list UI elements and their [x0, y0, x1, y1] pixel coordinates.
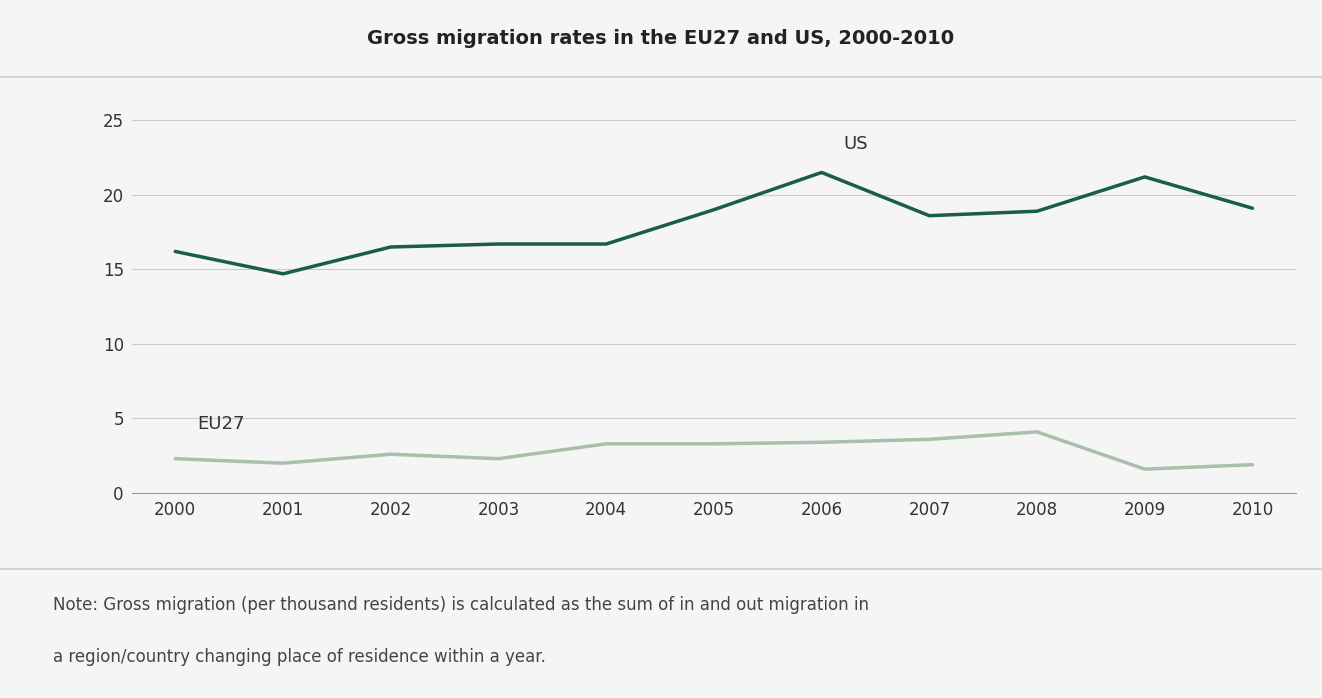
- Text: Gross migration rates in the EU27 and US, 2000-2010: Gross migration rates in the EU27 and US…: [368, 29, 954, 48]
- Text: a region/country changing place of residence within a year.: a region/country changing place of resid…: [53, 648, 546, 666]
- Text: Note: Gross migration (per thousand residents) is calculated as the sum of in an: Note: Gross migration (per thousand resi…: [53, 596, 869, 614]
- Text: US: US: [843, 135, 867, 153]
- Text: EU27: EU27: [197, 415, 245, 433]
